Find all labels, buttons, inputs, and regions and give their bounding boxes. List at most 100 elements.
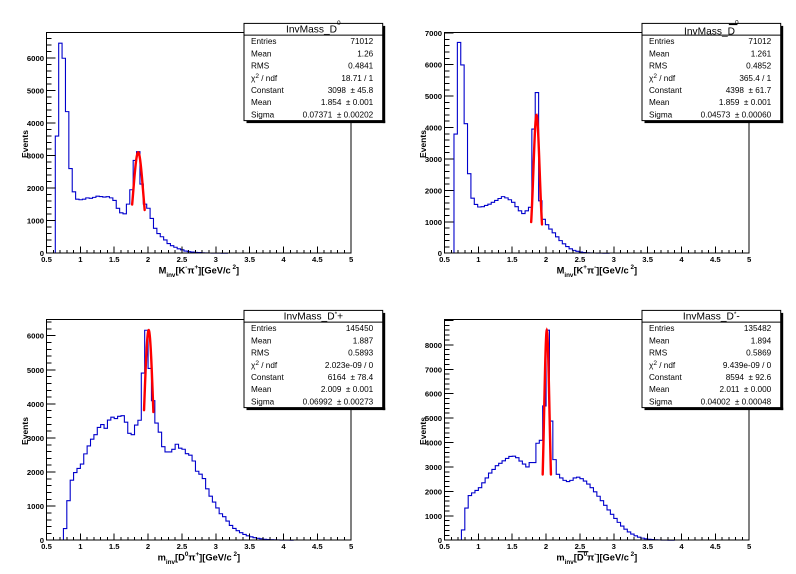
svg-text:1.887: 1.887 [353,336,374,345]
svg-text:4.5: 4.5 [710,542,721,551]
svg-text:Events: Events [418,130,428,158]
svg-text:χ2 / ndf: χ2 / ndf [649,360,676,370]
svg-text:0.5: 0.5 [41,255,52,264]
svg-text:Entries: Entries [251,37,276,46]
svg-text:1: 1 [78,255,83,264]
svg-text:365.4 / 1: 365.4 / 1 [739,74,771,83]
svg-text:Mean: Mean [251,49,272,58]
svg-text:0.04573 ± 0.00060: 0.04573 ± 0.00060 [701,110,772,119]
svg-text:71012: 71012 [748,37,771,46]
svg-text:χ2 / ndf: χ2 / ndf [649,73,676,83]
svg-text:RMS: RMS [251,62,270,71]
svg-text:4000: 4000 [425,439,442,448]
svg-text:Mean: Mean [649,49,670,58]
svg-text:3: 3 [214,255,218,264]
svg-text:1000: 1000 [425,512,442,521]
svg-text:Minv[K-π+][GeV/c 2]: Minv[K-π+][GeV/c 2] [159,264,240,279]
svg-text:4: 4 [281,255,286,264]
svg-text:4000: 4000 [425,123,442,132]
svg-text:3: 3 [612,255,616,264]
svg-text:0: 0 [438,536,442,545]
svg-text:6000: 6000 [425,61,442,70]
svg-text:1.5: 1.5 [507,255,518,264]
svg-text:8594 ± 92.6: 8594 ± 92.6 [726,373,772,382]
svg-text:5000: 5000 [27,86,44,95]
svg-text:3000: 3000 [27,152,44,161]
svg-text:Sigma: Sigma [251,397,275,406]
svg-text:2: 2 [146,542,150,551]
svg-text:2: 2 [544,255,548,264]
svg-text:8000: 8000 [425,341,442,350]
svg-text:InvMass_D*+: InvMass_D*+ [284,311,343,323]
svg-text:5000: 5000 [425,92,442,101]
svg-text:0.04002 ± 0.00048: 0.04002 ± 0.00048 [701,397,772,406]
svg-text:1000: 1000 [425,218,442,227]
svg-text:1: 1 [476,255,481,264]
svg-text:3.5: 3.5 [642,542,653,551]
svg-text:9.439e-09 / 0: 9.439e-09 / 0 [723,361,772,370]
svg-text:5: 5 [747,542,752,551]
svg-text:2000: 2000 [27,184,44,193]
svg-text:Events: Events [418,417,428,445]
svg-text:135482: 135482 [744,324,772,333]
svg-text:4.5: 4.5 [312,542,323,551]
svg-text:7000: 7000 [425,365,442,374]
svg-text:3000: 3000 [27,434,44,443]
svg-text:Mean: Mean [251,336,272,345]
svg-text:2: 2 [544,542,548,551]
svg-text:6000: 6000 [27,54,44,63]
svg-text:0.5893: 0.5893 [348,349,373,358]
svg-text:Events: Events [20,417,30,445]
svg-text:1.894: 1.894 [751,336,772,345]
svg-text:Events: Events [20,130,30,158]
svg-text:minv[D0π+][GeV/c 2]: minv[D0π+][GeV/c 2] [158,551,240,566]
svg-text:2.5: 2.5 [177,255,188,264]
svg-text:4: 4 [679,255,684,264]
svg-text:4.5: 4.5 [312,255,323,264]
svg-text:2.009 ± 0.001: 2.009 ± 0.001 [321,385,374,394]
svg-text:4000: 4000 [27,119,44,128]
svg-text:4.5: 4.5 [710,255,721,264]
svg-text:0.07371 ± 0.00202: 0.07371 ± 0.00202 [303,110,374,119]
svg-text:1000: 1000 [27,217,44,226]
svg-text:3.5: 3.5 [244,255,255,264]
svg-text:2.5: 2.5 [575,542,586,551]
svg-text:3: 3 [612,542,616,551]
svg-text:RMS: RMS [649,349,668,358]
svg-text:0.4841: 0.4841 [348,62,373,71]
svg-text:0.5: 0.5 [439,542,450,551]
svg-text:Constant: Constant [251,373,284,382]
svg-text:Sigma: Sigma [251,110,275,119]
svg-text:InvMass_D*-: InvMass_D*- [683,311,740,323]
svg-text:Sigma: Sigma [649,110,673,119]
svg-text:Constant: Constant [649,86,682,95]
svg-text:6000: 6000 [425,390,442,399]
svg-text:4398 ± 61.7: 4398 ± 61.7 [726,86,772,95]
svg-text:Mean: Mean [251,98,272,107]
svg-text:1.5: 1.5 [109,542,120,551]
svg-text:5: 5 [747,255,752,264]
svg-text:1: 1 [476,542,481,551]
svg-text:InvMass_D0: InvMass_D0 [286,20,341,36]
svg-text:Mean: Mean [649,336,670,345]
svg-text:χ2 / ndf: χ2 / ndf [251,360,278,370]
svg-text:1.5: 1.5 [109,255,120,264]
svg-text:0.4852: 0.4852 [746,62,771,71]
svg-text:2.5: 2.5 [575,255,586,264]
svg-text:χ2 / ndf: χ2 / ndf [251,73,278,83]
svg-text:1.5: 1.5 [507,542,518,551]
svg-text:1000: 1000 [27,502,44,511]
svg-text:Entries: Entries [251,324,276,333]
svg-text:145450: 145450 [346,324,374,333]
svg-text:1.854 ± 0.001: 1.854 ± 0.001 [321,98,374,107]
svg-text:6000: 6000 [27,332,44,341]
svg-text:0.5869: 0.5869 [746,349,771,358]
svg-text:0: 0 [438,249,442,258]
svg-text:5000: 5000 [27,366,44,375]
svg-text:0.06992 ± 0.00273: 0.06992 ± 0.00273 [303,397,374,406]
svg-text:3098 ± 45.8: 3098 ± 45.8 [328,86,374,95]
svg-text:3000: 3000 [425,155,442,164]
svg-text:Mean: Mean [649,385,670,394]
svg-text:RMS: RMS [649,62,668,71]
svg-text:18.71 / 1: 18.71 / 1 [341,74,373,83]
